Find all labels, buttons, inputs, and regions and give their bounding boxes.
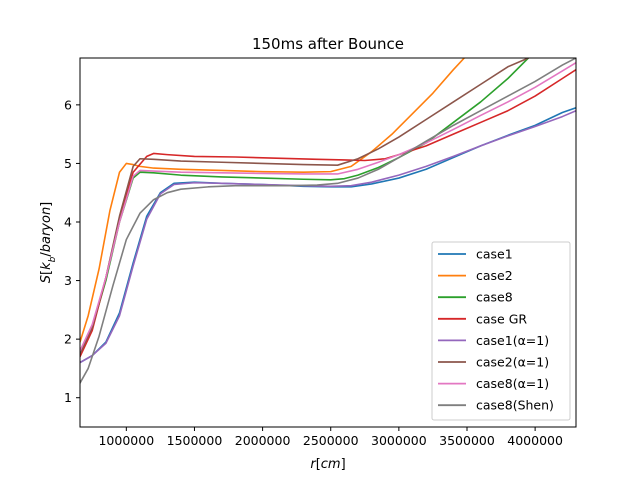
y-tick-label: 4 xyxy=(64,215,72,230)
series-line-4 xyxy=(80,68,576,358)
legend-label: case8(Shen) xyxy=(476,398,554,413)
legend-label: case2 xyxy=(476,268,513,283)
x-tick-label: 4000000 xyxy=(507,433,563,448)
y-tick-label: 6 xyxy=(64,97,72,112)
series-line-8 xyxy=(80,58,576,384)
series-line-6 xyxy=(80,58,530,355)
legend-label: case1 xyxy=(476,247,513,262)
legend-label: case2(α=1) xyxy=(476,355,549,370)
x-tick-label: 1500000 xyxy=(167,433,223,448)
series-line-2 xyxy=(80,58,466,343)
legend-label: case GR xyxy=(476,311,527,326)
x-tick-label: 2500000 xyxy=(303,433,359,448)
series-layer xyxy=(80,58,576,384)
y-tick-label: 5 xyxy=(64,156,72,171)
x-tick-label: 3500000 xyxy=(439,433,495,448)
x-tick-label: 1000000 xyxy=(98,433,154,448)
legend-label: case8(α=1) xyxy=(476,376,549,391)
legend-label: case8 xyxy=(476,290,513,305)
legend-frame xyxy=(431,241,571,421)
y-tick-label: 2 xyxy=(64,332,72,347)
x-tick-label: 2000000 xyxy=(235,433,291,448)
series-line-7 xyxy=(80,61,576,352)
chart-title: 150ms after Bounce xyxy=(252,35,404,53)
legend-label: case1(α=1) xyxy=(476,333,549,348)
y-tick-label: 3 xyxy=(64,273,72,288)
y-axis-label: S[kb/baryon] xyxy=(39,202,58,284)
x-axis-label: r[cm] xyxy=(310,457,345,472)
x-axis: 1000000 1500000 2000000 2500000 3000000 35000… xyxy=(98,427,563,448)
legend: case1 case2 case8 case GR case1(α=1) case2(α=… xyxy=(431,241,571,421)
x-tick-label: 3000000 xyxy=(371,433,427,448)
y-axis: 1 2 3 4 5 6 xyxy=(64,97,80,405)
y-tick-label: 1 xyxy=(64,390,72,405)
plot-frame xyxy=(79,57,577,428)
